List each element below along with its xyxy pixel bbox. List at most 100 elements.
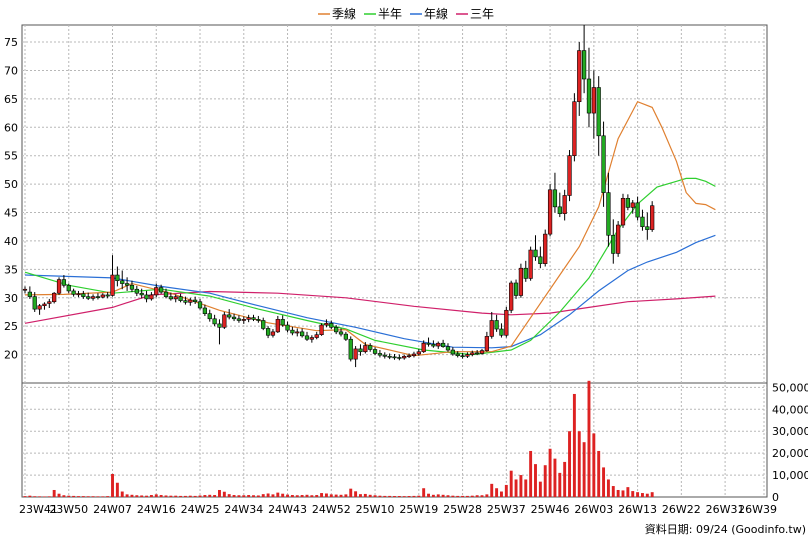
candle-body xyxy=(372,349,378,354)
candle-body xyxy=(241,319,246,321)
candle-body xyxy=(397,357,402,359)
volume-bar xyxy=(621,490,625,497)
candle-body xyxy=(231,316,237,320)
volume-bar xyxy=(183,495,187,497)
candle-body xyxy=(440,342,446,347)
volume-tick-label: 0 xyxy=(772,491,779,504)
volume-bar xyxy=(558,472,562,497)
candle-body xyxy=(645,226,650,230)
volume-bar xyxy=(242,495,246,497)
volume-bar xyxy=(568,431,571,497)
candle-body xyxy=(650,205,655,230)
volume-bar xyxy=(509,470,513,497)
volume-bar xyxy=(431,494,435,497)
candle-body xyxy=(295,331,300,334)
candle-body xyxy=(37,305,42,310)
candle-body xyxy=(163,291,169,297)
x-tick-label: 24W25 xyxy=(181,503,220,516)
volume-bar xyxy=(344,494,348,497)
volume-bar xyxy=(441,494,445,497)
candle-body xyxy=(275,319,280,333)
volume-bar xyxy=(91,496,95,497)
volume-bar xyxy=(363,493,367,497)
candle-body xyxy=(581,50,587,80)
candle-body xyxy=(76,293,81,296)
volume-bar xyxy=(339,494,343,497)
candle-body xyxy=(100,294,105,298)
x-tick-label: 25W37 xyxy=(487,503,526,516)
volume-bar xyxy=(417,495,421,497)
candle-body xyxy=(319,324,324,335)
ma-3y-line xyxy=(24,290,716,324)
candle-body xyxy=(71,290,76,295)
volume-bar xyxy=(548,448,552,497)
candle-body xyxy=(183,300,188,303)
candle-body xyxy=(431,344,436,347)
volume-bar xyxy=(203,495,207,497)
volume-bar xyxy=(120,491,124,497)
candle-body xyxy=(475,352,480,355)
volume-bar xyxy=(315,495,319,497)
volume-bar xyxy=(553,458,557,497)
x-tick-label: 26W03 xyxy=(574,503,613,516)
candle-body xyxy=(270,331,276,336)
candle-body xyxy=(149,294,154,300)
x-tick-label: 24W52 xyxy=(312,503,351,516)
volume-bar xyxy=(529,450,533,497)
candle-body xyxy=(547,189,553,235)
volume-bar xyxy=(140,495,144,497)
legend-label: 年線 xyxy=(424,6,448,21)
candle-body xyxy=(309,337,314,340)
volume-bar xyxy=(373,495,377,497)
volume-bar xyxy=(329,494,333,497)
candle-body xyxy=(197,301,203,309)
volume-panel-frame xyxy=(21,382,768,498)
volume-bar xyxy=(295,495,299,497)
volume-bar xyxy=(451,495,455,497)
volume-bar xyxy=(218,489,221,497)
candle-body xyxy=(377,353,383,356)
candle-body xyxy=(227,314,232,318)
volume-bar xyxy=(436,494,440,497)
volume-bar xyxy=(188,495,192,497)
candle-body xyxy=(601,135,606,193)
ma-year-line xyxy=(24,234,716,349)
price-tick-label: 25 xyxy=(4,320,18,333)
price-tick-label: 50 xyxy=(4,178,18,191)
x-tick-label: 23W41 xyxy=(19,503,58,516)
volume-bar xyxy=(62,495,66,497)
candle-body xyxy=(159,287,164,293)
candle-body xyxy=(445,346,451,351)
volume-bar xyxy=(208,494,212,497)
x-tick-label: 25W46 xyxy=(531,503,570,516)
candle-body xyxy=(52,292,57,303)
volume-tick-label: 40,000 xyxy=(772,403,808,416)
candle-body xyxy=(406,355,412,358)
volume-bar xyxy=(407,496,411,497)
candle-body xyxy=(314,334,319,338)
candle-body xyxy=(212,318,217,325)
volume-bar xyxy=(645,493,649,497)
candlesticks xyxy=(22,25,655,368)
candle-body xyxy=(300,331,305,337)
x-tick-label: 24W43 xyxy=(268,503,307,516)
candle-body xyxy=(538,256,543,264)
candle-body xyxy=(222,314,227,328)
price-tick-label: 75 xyxy=(4,36,18,49)
candle-body xyxy=(134,288,139,294)
candle-body xyxy=(577,50,582,103)
volume-bar xyxy=(597,450,601,497)
volume-bar xyxy=(305,494,309,497)
candle-body xyxy=(173,296,178,300)
volume-bar xyxy=(86,496,90,497)
price-tick-label: 60 xyxy=(4,121,18,134)
candle-body xyxy=(479,350,485,354)
volume-bar xyxy=(33,496,37,497)
volume-bar xyxy=(179,495,183,497)
source-note: 資料日期: 09/24 (Goodinfo.tw) xyxy=(645,522,806,536)
volume-bars xyxy=(23,380,654,497)
volume-bar xyxy=(636,492,640,497)
volume-bar xyxy=(222,491,226,497)
volume-bar xyxy=(77,496,80,497)
